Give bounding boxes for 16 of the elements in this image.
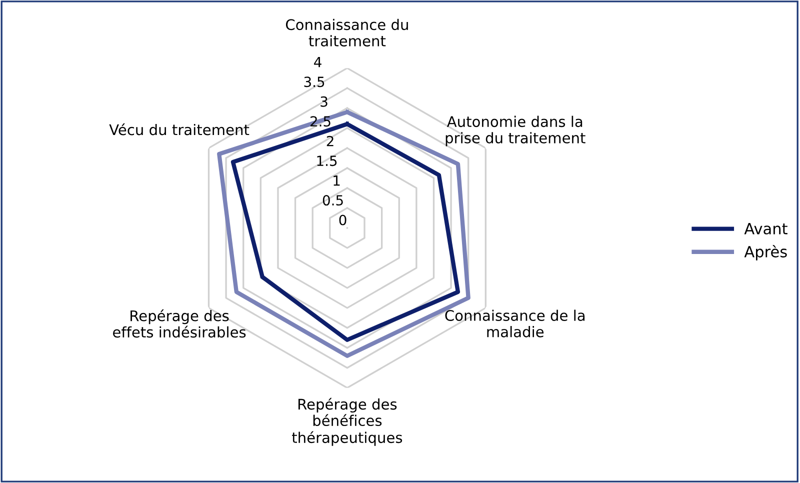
y-tick-label: 1 <box>334 175 340 186</box>
legend-label: Après <box>744 245 787 260</box>
spoke-label: Autonomie dans la prise du traitement <box>446 116 586 146</box>
y-tick-label: 3 <box>320 96 328 107</box>
y-tick-label: 2 <box>326 136 334 146</box>
y-tick-label: 3.5 <box>304 76 324 88</box>
spoke-label: Vécu du traitement <box>109 123 250 136</box>
spoke-label: Repérage des bénéfices thérapeutiques <box>292 398 402 446</box>
y-tick-label: 0 <box>339 214 346 226</box>
y-tick-label: 1.5 <box>317 156 337 166</box>
y-tick-label: 4 <box>314 57 322 68</box>
legend-label: Avant <box>744 223 788 234</box>
spoke-label: Connaissance du traitement <box>286 18 408 46</box>
y-tick-label: 0.5 <box>322 195 343 206</box>
spoke-label: Connaissance de la maladie <box>445 310 585 338</box>
spoke-label: Repérage des effets indésirables <box>113 309 246 338</box>
